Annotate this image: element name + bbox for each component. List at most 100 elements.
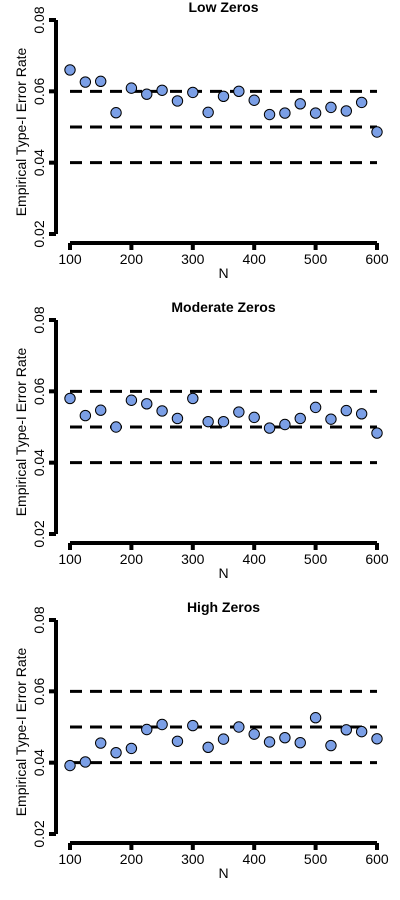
data-point <box>171 735 184 747</box>
x-tick-label: 200 <box>120 251 144 267</box>
data-point <box>187 392 199 405</box>
data-point <box>248 411 260 424</box>
data-point <box>202 741 214 754</box>
y-tick-label: 0.06 <box>31 677 47 704</box>
x-axis-label: N <box>218 565 228 581</box>
data-point <box>95 404 107 416</box>
x-tick-label: 200 <box>120 851 144 867</box>
x-tick-label: 400 <box>243 251 267 267</box>
data-point <box>233 406 245 418</box>
x-tick-label: 200 <box>120 551 144 567</box>
x-tick-label: 100 <box>58 851 82 867</box>
data-point <box>125 82 138 94</box>
data-point <box>233 85 245 98</box>
data-point <box>95 75 107 88</box>
data-point <box>325 101 337 114</box>
panel-title: Low Zeros <box>188 0 258 15</box>
data-point <box>340 105 352 117</box>
data-point <box>64 64 76 76</box>
x-tick-label: 300 <box>181 551 205 567</box>
x-tick-label: 500 <box>304 251 328 267</box>
data-point <box>64 392 76 405</box>
data-point <box>95 737 107 749</box>
data-point <box>125 394 138 406</box>
data-point <box>233 721 245 733</box>
data-point <box>202 415 214 428</box>
x-tick-label: 300 <box>181 251 205 267</box>
data-point <box>263 108 276 121</box>
data-point <box>371 126 383 138</box>
data-point <box>79 409 92 422</box>
data-point <box>79 756 92 768</box>
y-tick-label: 0.02 <box>31 220 47 247</box>
chart-panel-3: High Zeros 0.02 0.04 0.06 0.08 100 200 300 400 50… <box>13 599 389 881</box>
y-axis-label: Empirical Type-I Error Rate <box>13 348 29 517</box>
data-point <box>217 90 230 103</box>
data-point <box>79 76 92 88</box>
data-point <box>171 95 184 107</box>
data-point <box>110 421 122 433</box>
data-point <box>217 733 230 745</box>
data-point <box>171 412 184 425</box>
y-tick-label: 0.08 <box>31 606 47 633</box>
data-point <box>309 107 322 119</box>
x-tick-label: 600 <box>365 251 389 267</box>
chart-panel-1: Low Zeros 0.02 0.04 0.06 0.08 100 200 300 400 500… <box>13 0 389 281</box>
x-tick-label: 600 <box>365 551 389 567</box>
data-point <box>371 427 383 439</box>
y-tick-label: 0.04 <box>31 749 47 776</box>
y-axis-label: Empirical Type-I Error Rate <box>13 48 29 217</box>
y-axis-label: Empirical Type-I Error Rate <box>13 648 29 817</box>
data-point <box>325 739 337 752</box>
data-point <box>279 418 291 431</box>
x-tick-label: 500 <box>304 851 328 867</box>
y-tick-label: 0.02 <box>31 820 47 847</box>
x-tick-label: 100 <box>58 251 82 267</box>
data-point <box>187 86 199 99</box>
data-point <box>156 84 168 96</box>
data-point <box>309 712 322 724</box>
x-tick-label: 400 <box>243 551 267 567</box>
chart-panel-2: Moderate Zeros 0.02 0.04 0.06 0.08 100 200 300 4… <box>13 299 389 581</box>
data-point <box>187 719 199 732</box>
data-point <box>141 88 153 100</box>
data-point <box>248 94 260 106</box>
x-tick-label: 500 <box>304 551 328 567</box>
panel-title: High Zeros <box>187 599 260 615</box>
data-point <box>371 733 383 745</box>
data-point <box>279 107 291 119</box>
data-point <box>309 401 322 414</box>
data-point <box>294 412 306 425</box>
data-point <box>125 742 138 755</box>
y-tick-label: 0.08 <box>31 6 47 33</box>
data-point <box>340 724 352 736</box>
x-axis-label: N <box>218 265 228 281</box>
data-point <box>263 736 276 748</box>
data-point <box>64 759 76 772</box>
x-tick-label: 300 <box>181 851 205 867</box>
y-tick-label: 0.02 <box>31 520 47 547</box>
data-point <box>325 413 337 425</box>
data-point <box>110 746 122 759</box>
data-point <box>141 398 153 410</box>
data-point <box>202 106 214 119</box>
data-point <box>355 725 368 738</box>
data-point <box>294 736 306 749</box>
y-tick-label: 0.04 <box>31 149 47 176</box>
data-point <box>248 728 260 740</box>
data-point <box>156 405 168 417</box>
x-tick-label: 600 <box>365 851 389 867</box>
y-tick-label: 0.04 <box>31 449 47 476</box>
data-point <box>340 404 352 417</box>
data-point <box>141 723 153 736</box>
data-point <box>110 107 122 119</box>
y-tick-label: 0.06 <box>31 377 47 404</box>
data-point <box>217 415 230 428</box>
x-axis-label: N <box>218 865 228 881</box>
data-point <box>156 718 168 731</box>
y-tick-label: 0.08 <box>31 306 47 333</box>
data-point <box>263 422 276 434</box>
panel-title: Moderate Zeros <box>171 299 275 315</box>
data-point <box>355 96 368 109</box>
